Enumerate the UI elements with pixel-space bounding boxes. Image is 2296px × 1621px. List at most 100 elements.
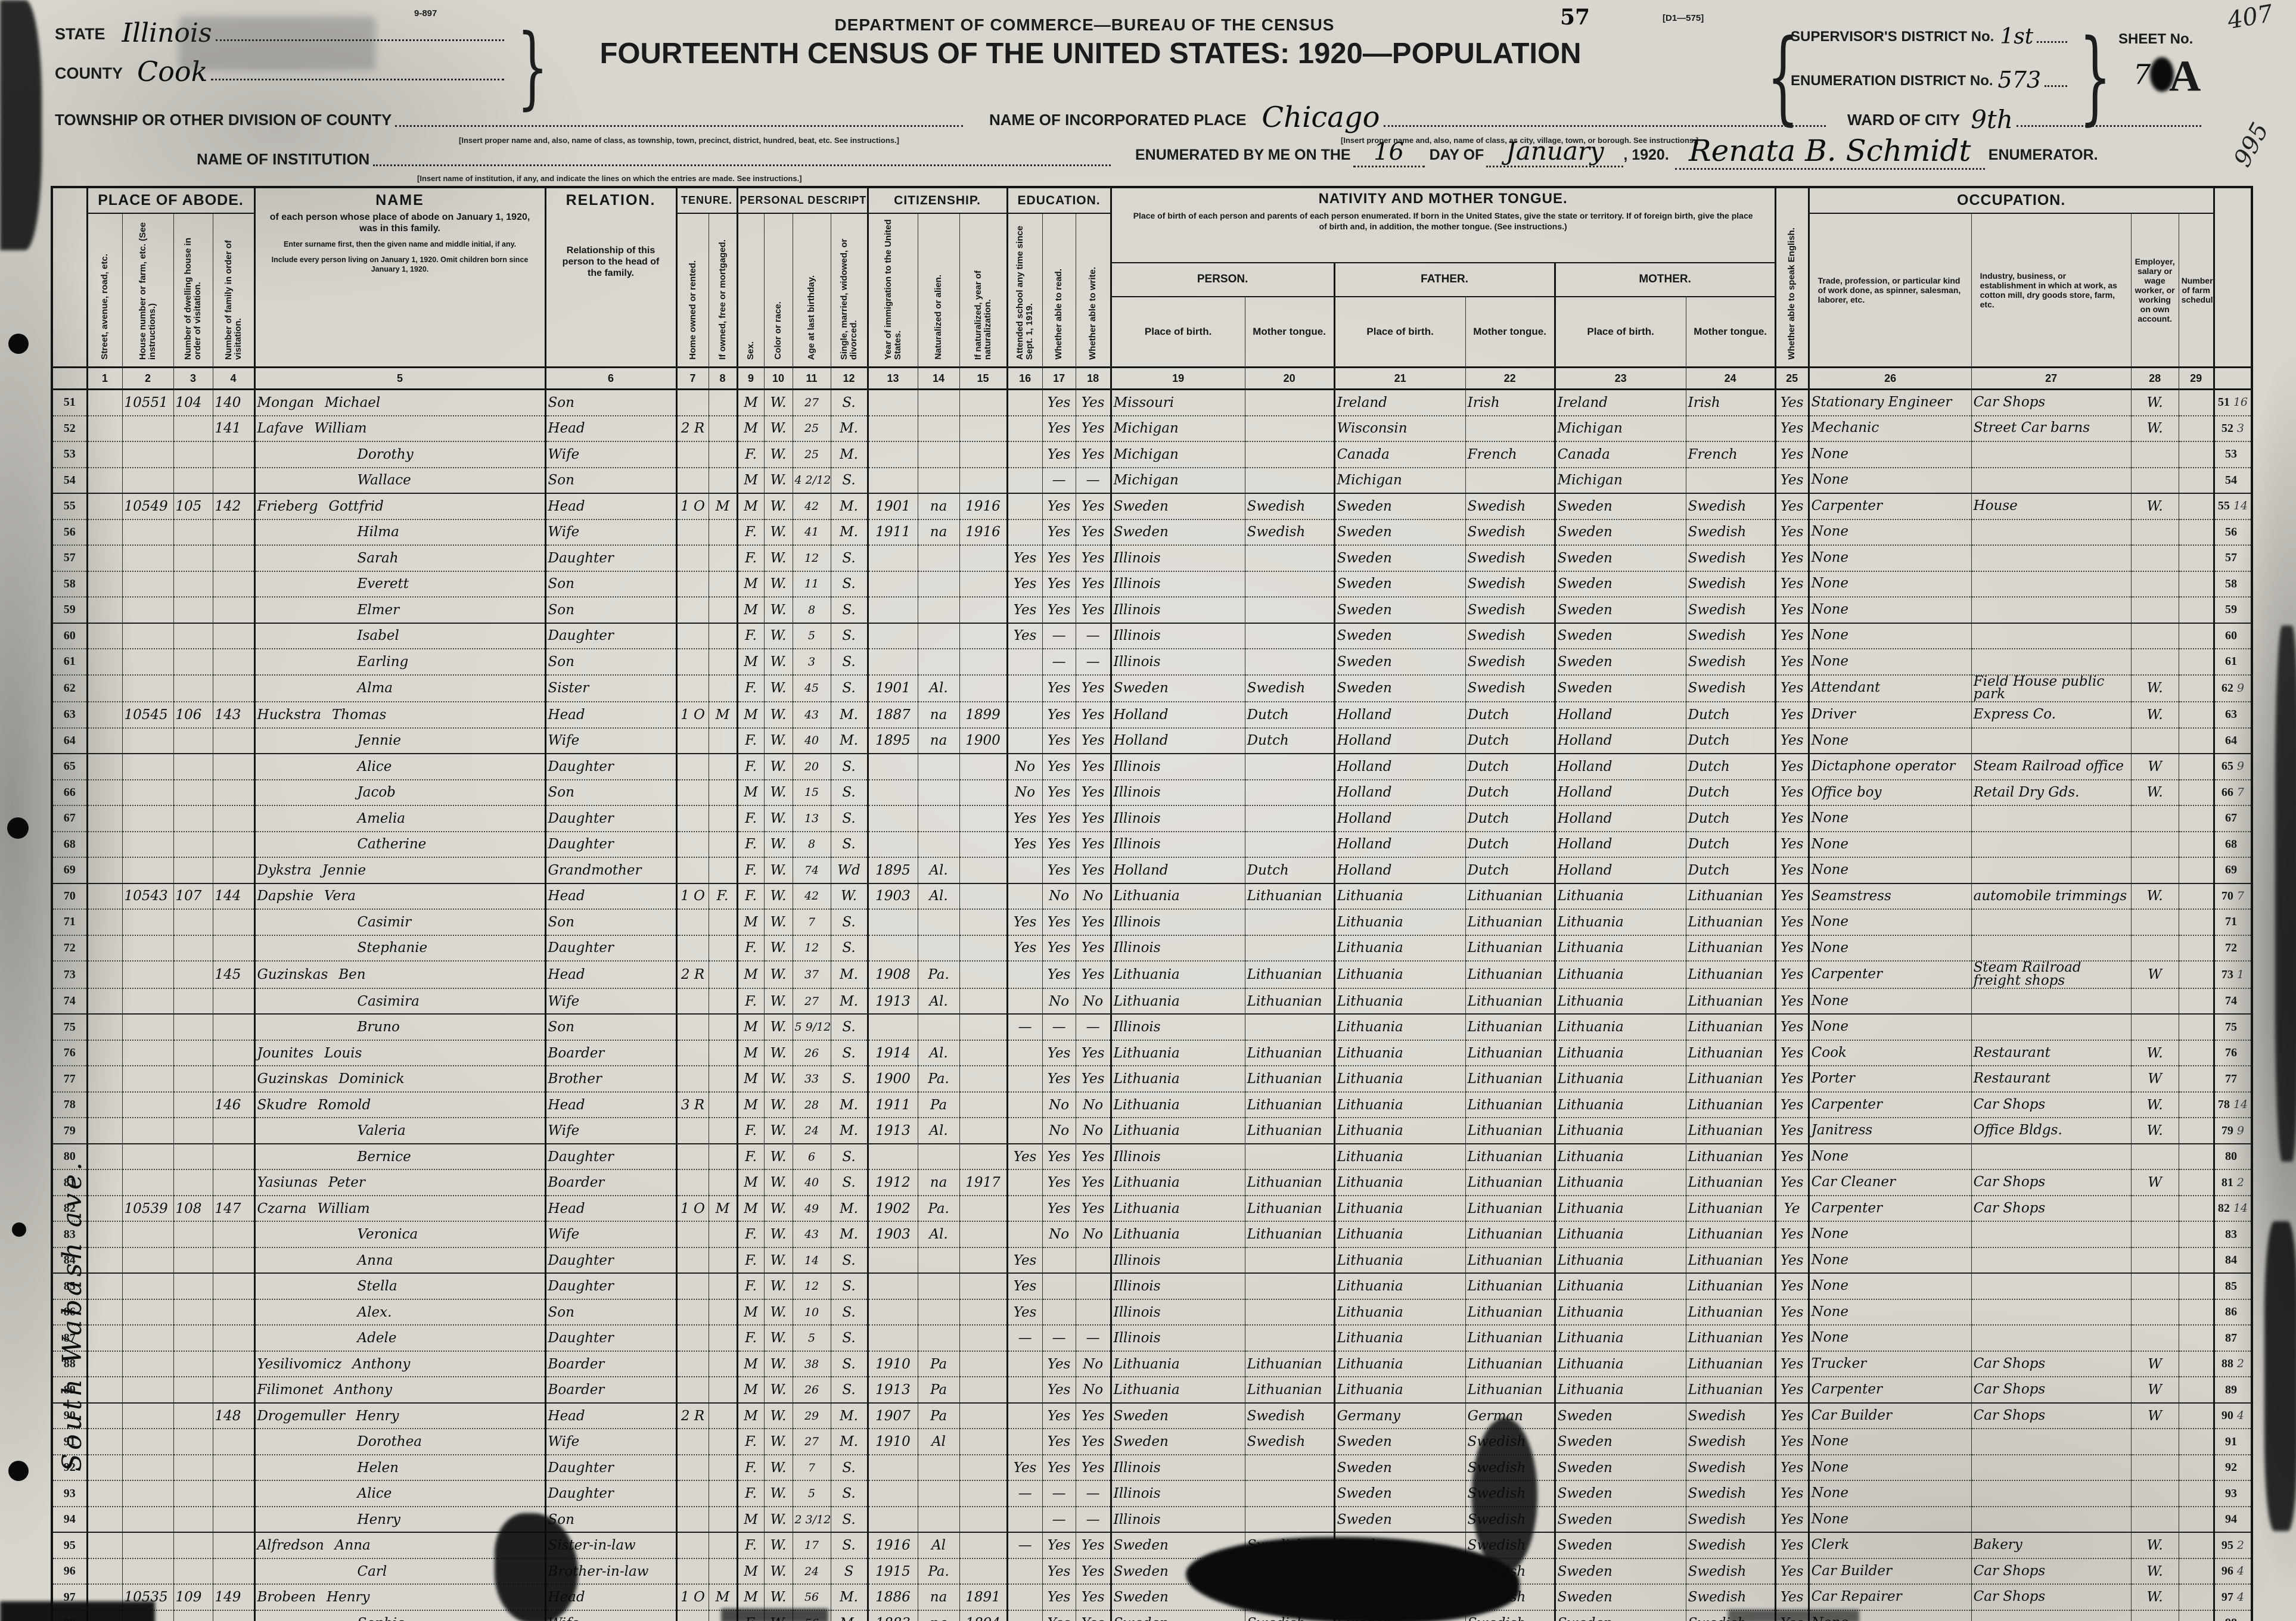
cell-street — [86, 753, 122, 780]
cell-race: W. — [763, 805, 793, 832]
cell-dwelling-number: 108 — [173, 1194, 213, 1222]
cell-employer-class: W. — [2130, 1117, 2179, 1144]
cell-line-number-left: 81 — [51, 1169, 87, 1196]
cell-sex: M — [736, 570, 765, 597]
cell-father-tongue: Lithuanian — [1465, 987, 1555, 1015]
cell-farm-schedule — [2178, 882, 2214, 910]
cell-able-to-write: Yes — [1075, 1143, 1111, 1170]
cell-industry: Steam Railroad freight shops — [1971, 960, 2132, 988]
cell-line-number-right: 63 — [2213, 701, 2252, 728]
cell-father-tongue: Lithuanian — [1465, 908, 1555, 935]
cell-able-to-write: Yes — [1075, 1039, 1111, 1066]
cell-immigration-year: 1908 — [866, 960, 918, 988]
cell-dwelling-number — [173, 648, 213, 675]
cell-mother-birthplace: Lithuania — [1554, 882, 1686, 910]
cell-mother-tongue: Lithuanian — [1685, 960, 1776, 988]
cell-line-number-right: 62 9 — [2213, 674, 2252, 702]
table-row: 52 141 Lafave William Head 2 R M W. 25 M.… — [51, 415, 2252, 441]
cell-father-birthplace: Lithuania — [1333, 1272, 1466, 1299]
cell-person-tongue — [1244, 1246, 1335, 1274]
cell-person-birthplace: Illinois — [1110, 1480, 1245, 1507]
cell-immigration-year — [866, 805, 918, 832]
cell-mother-tongue: Swedish — [1685, 1532, 1776, 1558]
cell-house-number — [122, 441, 173, 468]
col-farm-schedule: Number of farm schedule. — [2178, 213, 2214, 368]
cell-naturalization-year — [959, 415, 1008, 441]
cell-dwelling-number — [173, 1169, 213, 1196]
cell-able-to-read — [1042, 1246, 1076, 1274]
cell-family-number: 143 — [212, 701, 255, 728]
cell-able-to-write: Yes — [1075, 545, 1111, 571]
cell-farm-schedule — [2178, 388, 2214, 416]
cell-immigration-year: 1916 — [866, 1532, 918, 1558]
cell-marital-status: S. — [830, 1298, 868, 1326]
cell-able-to-write: Yes — [1075, 830, 1111, 858]
cell-naturalized-alien: na — [917, 701, 960, 728]
cell-house-number: 10551 — [122, 388, 173, 416]
cell-tenure — [675, 1428, 709, 1455]
cell-name: Henry — [253, 1505, 546, 1533]
cell-speak-english: Yes — [1774, 674, 1809, 702]
cell-father-birthplace: Canada — [1333, 441, 1466, 468]
cell-race: W. — [763, 1272, 793, 1299]
cell-family-number — [212, 674, 255, 702]
cell-line-number-right: 64 — [2213, 727, 2252, 754]
cell-occupation: Carpenter — [1807, 1376, 1972, 1403]
cell-dwelling-number — [173, 1505, 213, 1533]
cell-farm-schedule — [2178, 441, 2214, 468]
cell-naturalized-alien — [917, 388, 960, 416]
col-family-number: Number of family in order of visitation. — [212, 213, 255, 368]
cell-line-number-right: 65 9 — [2213, 753, 2252, 780]
cell-able-to-write: No — [1075, 1117, 1111, 1144]
cell-attended-school: No — [1006, 753, 1043, 780]
cell-naturalized-alien — [917, 934, 960, 962]
table-row: 69 Dykstra Jennie Grandmother F. W. 74 Wd… — [51, 857, 2252, 883]
cell-employer-class: W. — [2130, 674, 2179, 702]
cell-race: W. — [763, 857, 793, 883]
cell-naturalization-year — [959, 622, 1008, 649]
cell-attended-school — [1006, 441, 1043, 468]
cell-speak-english: Yes — [1774, 622, 1809, 649]
enumerator-signature: Renata B. Schmidt — [1674, 133, 1985, 170]
cell-speak-english: Yes — [1774, 545, 1809, 571]
col-home-owned-rented: Home owned or rented. — [675, 213, 709, 368]
cell-person-tongue — [1244, 1298, 1335, 1326]
cell-immigration-year: 1913 — [866, 987, 918, 1015]
cell-industry: Car Shops — [1971, 1402, 2132, 1429]
cell-family-number — [212, 648, 255, 675]
cell-attended-school — [1006, 1117, 1043, 1144]
cell-able-to-write: Yes — [1075, 596, 1111, 623]
cell-line-number-right: 52 3 — [2213, 415, 2252, 441]
cell-mother-tongue: Swedish — [1685, 1428, 1776, 1455]
cell-relation: Daughter — [544, 622, 677, 649]
township-note: [Insert proper name and, also, name of c… — [459, 136, 899, 145]
cell-able-to-write: Yes — [1075, 701, 1111, 728]
cell-marital-status: S. — [830, 596, 868, 623]
cell-employer-class — [2130, 596, 2179, 623]
cell-person-tongue — [1244, 1272, 1335, 1299]
cell-father-birthplace: Germany — [1333, 1402, 1466, 1429]
cell-able-to-read: No — [1042, 1091, 1076, 1118]
cell-family-number: 142 — [212, 493, 255, 519]
cell-person-birthplace: Illinois — [1110, 1246, 1245, 1274]
cell-tenure — [675, 1065, 709, 1092]
cell-race: W. — [763, 596, 793, 623]
cell-street — [86, 1221, 122, 1247]
cell-naturalization-year — [959, 466, 1008, 493]
cell-industry — [1971, 857, 2132, 883]
cell-father-birthplace: Lithuania — [1333, 1246, 1466, 1274]
cell-speak-english: Yes — [1774, 388, 1809, 416]
cell-line-number-right: 75 — [2213, 1013, 2252, 1040]
cell-relation: Head — [544, 1091, 677, 1118]
cell-family-number: 147 — [212, 1194, 255, 1222]
cell-employer-class: W. — [2130, 1583, 2179, 1610]
cell-tenure: 1 O — [675, 1583, 709, 1610]
cell-mother-birthplace: Lithuania — [1554, 1350, 1686, 1377]
cell-farm-schedule — [2178, 701, 2214, 728]
cell-speak-english: Yes — [1774, 518, 1809, 545]
cell-father-tongue: Lithuanian — [1465, 1272, 1555, 1299]
cell-speak-english: Yes — [1774, 1454, 1809, 1481]
cell-free-mortgaged — [708, 622, 738, 649]
cell-immigration-year: 1887 — [866, 701, 918, 728]
ink-blob-sheet — [2150, 57, 2174, 92]
